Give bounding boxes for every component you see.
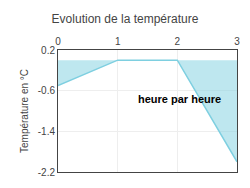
svg-text:0: 0 — [55, 36, 61, 47]
svg-text:0.2: 0.2 — [41, 45, 55, 56]
svg-text:-1.4: -1.4 — [38, 126, 56, 137]
svg-text:Evolution de la température: Evolution de la température — [52, 12, 199, 26]
svg-text:3: 3 — [234, 36, 240, 47]
svg-text:-0.6: -0.6 — [38, 85, 56, 96]
svg-text:1: 1 — [115, 36, 121, 47]
svg-text:-2.2: -2.2 — [38, 167, 56, 178]
svg-text:Température en °C: Température en °C — [19, 69, 30, 153]
svg-text:2: 2 — [175, 36, 181, 47]
svg-text:heure par heure: heure par heure — [138, 93, 221, 105]
